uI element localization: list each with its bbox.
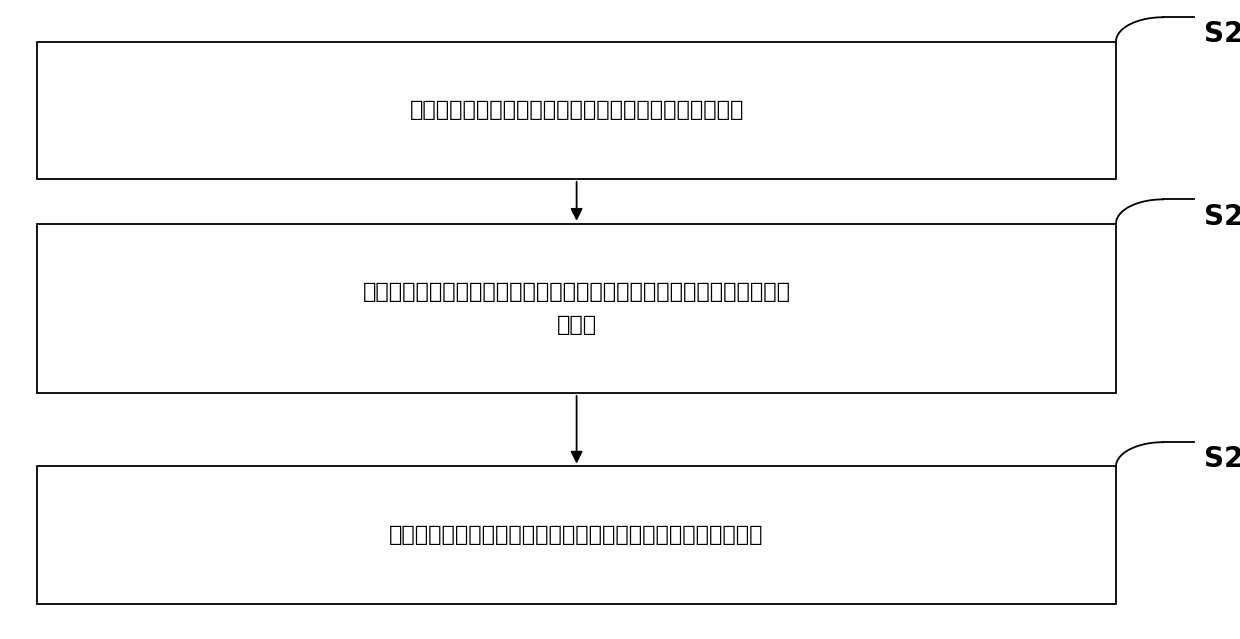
Text: 输出端口连接到无线通信系统的接收天线端，构成一个完整的无线收发通
信系统: 输出端口连接到无线通信系统的接收天线端，构成一个完整的无线收发通 信系统 xyxy=(362,282,791,335)
Text: 通过调节每条微带线上的可变电阻，调节每条路径上信号的衰减: 通过调节每条微带线上的可变电阻，调节每条路径上信号的衰减 xyxy=(389,525,764,545)
Text: S201: S201 xyxy=(1204,20,1240,49)
Text: S203: S203 xyxy=(1204,445,1240,473)
Text: S202: S202 xyxy=(1204,203,1240,231)
FancyBboxPatch shape xyxy=(37,466,1116,604)
FancyBboxPatch shape xyxy=(37,42,1116,179)
FancyBboxPatch shape xyxy=(37,224,1116,393)
Text: 输入端口通过射频电缆连接到无线通信系统的发射天线端: 输入端口通过射频电缆连接到无线通信系统的发射天线端 xyxy=(409,100,744,120)
